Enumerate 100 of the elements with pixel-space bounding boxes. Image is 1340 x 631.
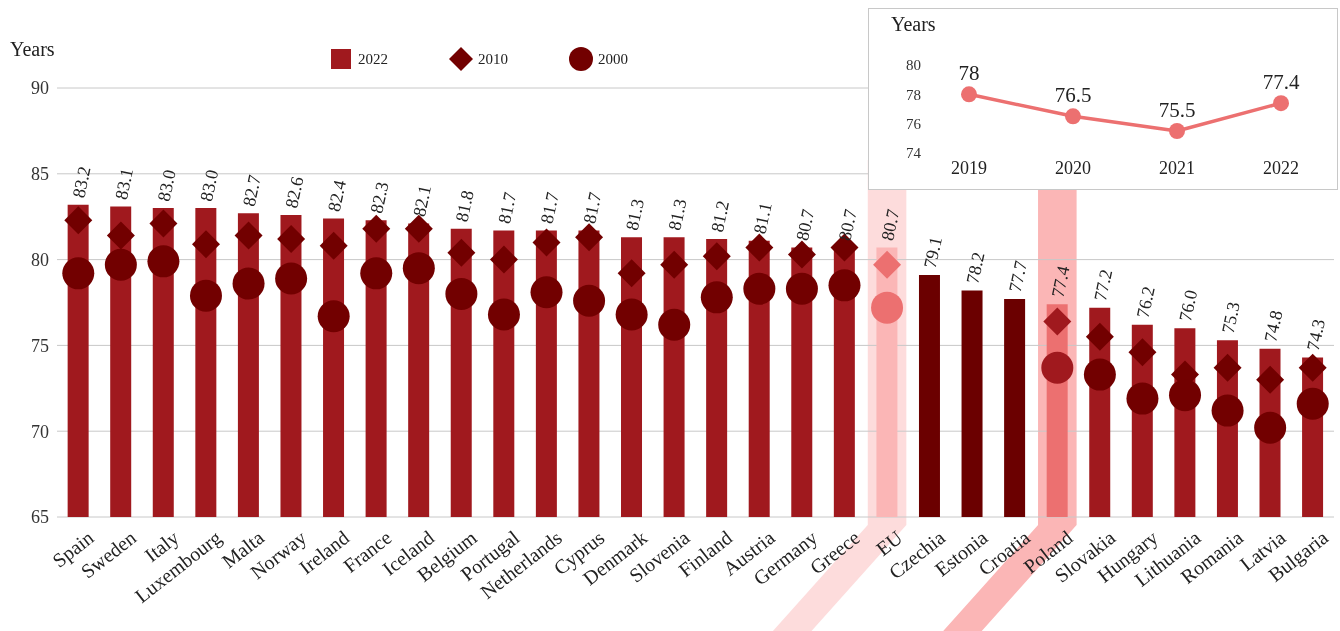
point — [1126, 382, 1159, 415]
x-tick-label: 2019 — [951, 157, 987, 178]
data-label: 83.1 — [111, 166, 138, 202]
data-label: 74.3 — [1302, 317, 1330, 353]
point — [785, 272, 818, 305]
point — [1254, 411, 1287, 444]
data-label: 77.4 — [1262, 70, 1300, 95]
point — [700, 281, 733, 314]
point — [64, 206, 93, 235]
data-label: 83.0 — [196, 167, 223, 203]
legend-label: 2000 — [598, 50, 628, 68]
point — [317, 300, 350, 333]
point — [62, 257, 95, 290]
point — [1065, 108, 1081, 125]
data-label: 77.7 — [1004, 258, 1032, 294]
point — [489, 245, 518, 274]
y-tick-label: 75 — [31, 335, 49, 356]
point — [275, 262, 308, 295]
point — [1128, 338, 1157, 367]
point — [702, 242, 731, 271]
point — [147, 245, 180, 278]
point — [660, 250, 689, 279]
point — [234, 221, 263, 250]
data-label: 76.0 — [1175, 288, 1202, 324]
point — [487, 298, 520, 331]
point — [1083, 358, 1116, 391]
data-label: 74.8 — [1260, 308, 1287, 344]
point — [573, 284, 606, 317]
data-label: 83.2 — [68, 164, 95, 200]
data-label: 82.3 — [366, 179, 393, 215]
data-label: 76.2 — [1132, 284, 1159, 320]
data-label: 81.7 — [536, 190, 563, 226]
data-label: 82.7 — [238, 173, 265, 209]
point — [828, 269, 861, 302]
data-label: 82.6 — [281, 174, 308, 210]
point — [1043, 307, 1072, 336]
y-tick-label: 70 — [31, 421, 49, 442]
legend-label: 2010 — [478, 50, 508, 68]
data-label: 78 — [958, 61, 980, 86]
point — [1213, 353, 1242, 382]
point — [617, 259, 646, 288]
point — [1041, 351, 1074, 384]
point — [961, 86, 977, 103]
y-tick-label: 90 — [31, 78, 49, 99]
y-tick-label: 76 — [906, 115, 922, 132]
x-tick-label: 2022 — [1263, 157, 1299, 178]
y-tick-label: 85 — [31, 164, 49, 185]
point — [402, 252, 435, 285]
point — [319, 231, 348, 260]
point — [530, 276, 563, 309]
point — [277, 225, 306, 254]
data-label: 83.0 — [153, 167, 180, 203]
data-label: 77.2 — [1090, 267, 1117, 303]
point — [362, 214, 391, 243]
point — [1256, 365, 1285, 394]
point — [575, 223, 604, 252]
point — [149, 209, 178, 238]
data-label: 81.3 — [664, 197, 691, 233]
point — [658, 308, 691, 341]
point — [1085, 322, 1114, 351]
point — [1211, 394, 1244, 427]
point — [745, 233, 774, 262]
data-label: 81.2 — [706, 198, 734, 234]
point — [1298, 353, 1327, 382]
y-tick-label: 65 — [31, 507, 49, 528]
point — [871, 291, 904, 324]
y-tick-label: 80 — [31, 249, 49, 270]
data-label: 80.7 — [834, 207, 861, 243]
point — [1169, 123, 1185, 139]
point — [106, 221, 135, 250]
data-label: 81.8 — [451, 188, 478, 224]
point — [232, 267, 265, 300]
point — [873, 250, 902, 279]
point — [447, 238, 476, 267]
point — [191, 230, 220, 259]
y-tick-label: 74 — [906, 145, 922, 162]
point — [445, 277, 478, 310]
data-label: 77.4 — [1047, 264, 1074, 300]
x-tick-label: 2020 — [1055, 157, 1091, 178]
point — [743, 272, 776, 305]
y-tick-label: 80 — [906, 57, 921, 74]
data-label: 76.5 — [1054, 83, 1092, 108]
data-label: 80.7 — [877, 207, 904, 243]
data-label: 75.5 — [1158, 98, 1196, 122]
data-label: 75.3 — [1217, 300, 1244, 336]
data-label: 80.7 — [792, 207, 819, 243]
y-tick-label: 78 — [906, 86, 921, 103]
point — [1273, 95, 1289, 112]
data-label: 82.1 — [409, 183, 436, 219]
legend-label: 2022 — [358, 50, 388, 68]
data-label: 81.1 — [749, 200, 776, 236]
data-label: 82.4 — [323, 178, 350, 214]
data-label: 79.1 — [919, 234, 946, 270]
y-axis-title: Years — [891, 13, 936, 36]
data-label: 81.3 — [621, 197, 648, 233]
point — [104, 248, 137, 281]
point — [615, 298, 648, 331]
y-axis-title: Years — [10, 38, 55, 61]
point — [1296, 387, 1329, 420]
data-label: 78.2 — [962, 250, 989, 286]
